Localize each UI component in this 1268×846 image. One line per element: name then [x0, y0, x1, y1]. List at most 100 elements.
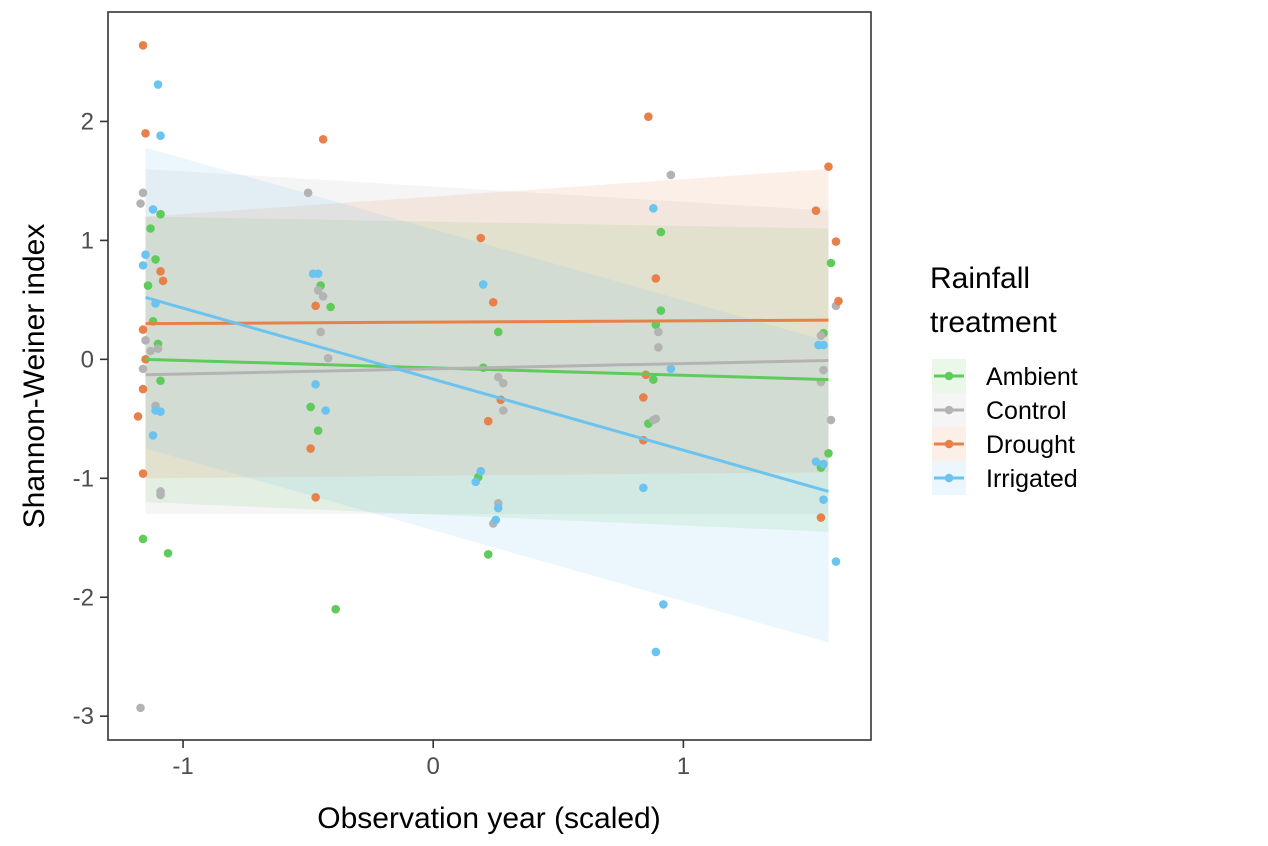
legend-keys: Ambient Control Drought Irrigated: [932, 359, 1078, 495]
point-ambient: [331, 604, 340, 614]
point-irrigated: [141, 250, 150, 259]
point-ambient: [151, 255, 160, 264]
point-irrigated: [156, 407, 165, 416]
point-control: [323, 353, 333, 363]
point-control: [313, 286, 323, 295]
point-ambient: [483, 550, 493, 559]
point-ambient: [163, 548, 173, 558]
point-control: [654, 343, 663, 352]
legend: Rainfall treatment Ambient Control Drought…: [930, 262, 1078, 495]
legend-key-point-control: [944, 405, 954, 415]
point-ambient: [306, 402, 315, 412]
legend-key-point-irrigated: [944, 473, 954, 483]
point-control: [498, 378, 508, 388]
point-control: [136, 703, 145, 713]
fit-line-irrigated: [145, 296, 829, 493]
point-control: [136, 199, 145, 208]
point-drought: [476, 233, 486, 243]
point-control: [493, 372, 503, 382]
point-drought: [831, 237, 841, 246]
point-control: [141, 336, 150, 345]
point-control: [146, 346, 155, 356]
point-ambient: [826, 258, 836, 268]
point-ambient: [651, 320, 661, 330]
point-control: [498, 406, 508, 415]
fit-lines: [145, 296, 829, 493]
plot-panel-border: [107, 11, 872, 741]
fit-line-drought: [145, 318, 829, 326]
point-control: [316, 327, 325, 337]
point-control: [153, 344, 163, 353]
point-drought: [318, 134, 328, 144]
axes: -1 0 1 -3 -2 -1 0 1 2: [73, 108, 690, 780]
confidence-band-ambient: [145, 216, 829, 532]
legend-title-line-1: Rainfall: [930, 262, 1030, 295]
point-ambient: [656, 227, 666, 237]
point-irrigated: [651, 647, 661, 657]
legend-key-point-drought: [944, 439, 954, 449]
point-irrigated: [819, 340, 828, 350]
point-irrigated: [811, 457, 821, 466]
point-ambient: [649, 375, 658, 384]
point-drought: [138, 469, 148, 478]
point-irrigated: [649, 203, 658, 213]
point-control: [138, 364, 148, 374]
point-ambient: [143, 281, 153, 290]
legend-label-irrigated: Irrigated: [986, 465, 1078, 493]
point-drought: [816, 513, 826, 522]
point-ambient: [138, 534, 148, 544]
point-drought: [156, 267, 165, 276]
point-drought: [138, 384, 148, 394]
point-irrigated: [156, 131, 165, 141]
point-control: [826, 415, 836, 425]
point-irrigated: [471, 477, 481, 487]
y-axis-title: Shannon-Weiner index: [18, 224, 51, 529]
point-ambient: [326, 302, 335, 312]
point-control: [156, 490, 165, 500]
point-ambient: [156, 209, 165, 219]
legend-label-drought: Drought: [986, 431, 1075, 459]
point-irrigated: [819, 495, 828, 505]
point-ambient: [493, 327, 503, 337]
point-ambient: [656, 306, 666, 315]
point-control: [138, 188, 148, 198]
y-tick-label: -2: [73, 584, 94, 611]
point-control: [654, 327, 663, 337]
point-ambient: [313, 426, 323, 436]
point-control: [666, 170, 676, 180]
point-drought: [488, 297, 498, 307]
y-tick-label: 2: [81, 108, 94, 135]
point-irrigated: [148, 205, 158, 214]
fit-line-control: [145, 359, 829, 377]
x-tick-label: 0: [427, 753, 440, 780]
legend-label-ambient: Ambient: [986, 363, 1078, 391]
point-irrigated: [478, 280, 488, 289]
point-drought: [141, 129, 150, 138]
point-irrigated: [831, 557, 841, 566]
y-tick-label: 1: [81, 227, 94, 254]
point-ambient: [146, 224, 155, 233]
point-ambient: [156, 376, 165, 386]
point-irrigated: [148, 431, 158, 440]
point-drought: [639, 393, 648, 402]
confidence-band-drought: [145, 169, 829, 479]
point-drought: [158, 276, 168, 286]
x-tick-label: 1: [677, 753, 690, 780]
point-drought: [306, 444, 315, 453]
data-points: [133, 41, 843, 713]
point-drought: [644, 112, 653, 121]
point-drought: [651, 274, 661, 283]
point-irrigated: [493, 503, 503, 513]
legend-label-control: Control: [986, 397, 1067, 425]
point-drought: [311, 493, 320, 502]
fit-line-ambient: [145, 357, 829, 382]
legend-title-line-2: treatment: [930, 306, 1057, 339]
point-irrigated: [321, 406, 330, 415]
point-irrigated: [819, 459, 828, 469]
point-drought: [138, 41, 148, 50]
point-irrigated: [313, 269, 323, 278]
point-irrigated: [311, 380, 320, 389]
point-control: [819, 365, 828, 375]
point-control: [816, 331, 826, 340]
point-drought: [824, 162, 833, 171]
